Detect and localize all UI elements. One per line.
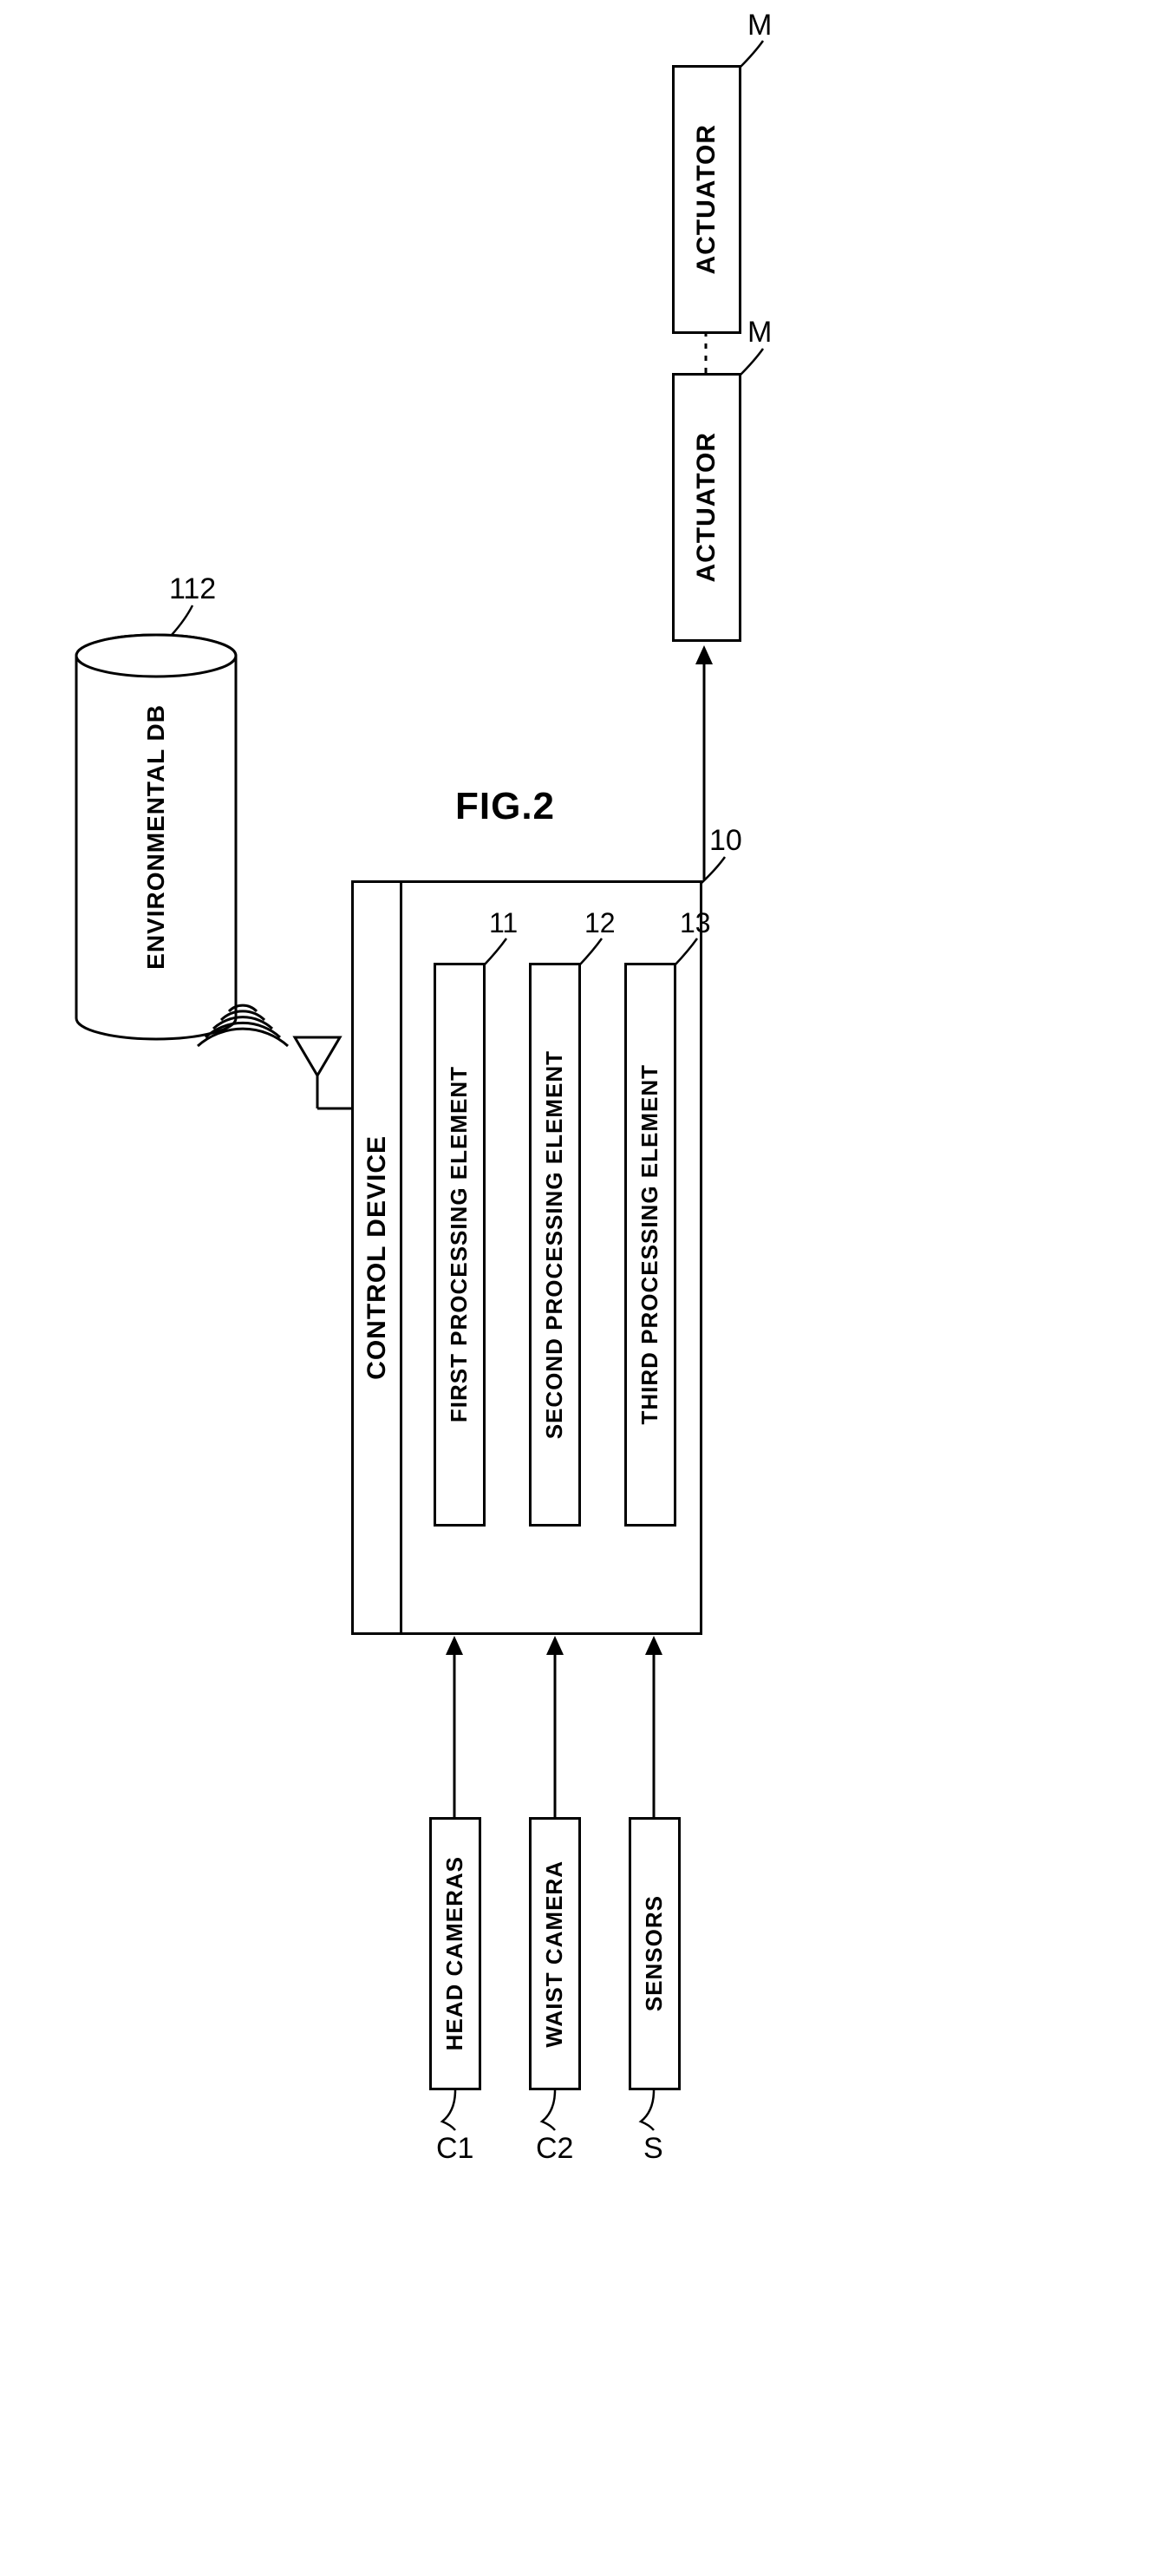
- antenna-icon: [295, 1037, 351, 1108]
- actuator-box-1: ACTUATOR: [672, 373, 741, 642]
- processing-element-3: THIRD PROCESSING ELEMENT: [624, 963, 676, 1527]
- pe2-ref: 12: [584, 907, 616, 939]
- waist-camera-box: WAIST CAMERA: [529, 1817, 581, 2090]
- actuator-2-label: ACTUATOR: [693, 124, 721, 275]
- control-device-title: CONTROL DEVICE: [363, 1135, 391, 1380]
- control-device-ref: 10: [709, 824, 742, 858]
- figure-title: FIG.2: [455, 785, 555, 828]
- db-ref-label: 112: [169, 572, 216, 606]
- actuator-2-ref: M: [747, 9, 772, 42]
- actuator-box-2: ACTUATOR: [672, 65, 741, 334]
- c2-ref: C2: [536, 2132, 573, 2166]
- pe2-label: SECOND PROCESSING ELEMENT: [543, 1050, 566, 1439]
- pe3-label: THIRD PROCESSING ELEMENT: [638, 1064, 662, 1424]
- pe3-ref: 13: [680, 907, 711, 939]
- processing-element-2: SECOND PROCESSING ELEMENT: [529, 963, 581, 1527]
- pe1-ref: 11: [489, 907, 518, 939]
- db-label: ENVIRONMENTAL DB: [143, 704, 168, 970]
- pe1-label: FIRST PROCESSING ELEMENT: [447, 1066, 471, 1422]
- s-ref: S: [643, 2132, 663, 2166]
- actuator-1-label: ACTUATOR: [693, 432, 721, 583]
- c1-ref: C1: [436, 2132, 473, 2166]
- processing-element-1: FIRST PROCESSING ELEMENT: [434, 963, 486, 1527]
- environmental-db: ENVIRONMENTAL DB: [74, 633, 238, 1041]
- head-cameras-label: HEAD CAMERAS: [443, 1856, 467, 2050]
- waist-camera-label: WAIST CAMERA: [543, 1860, 566, 2048]
- sensors-box: SENSORS: [629, 1817, 681, 2090]
- diagram-canvas: FIG.2 ENVIRONMENTAL DB 112 CONTROL DEVIC…: [0, 0, 1168, 2576]
- sensors-label: SENSORS: [643, 1895, 666, 2011]
- actuator-1-ref: M: [747, 316, 772, 350]
- head-cameras-box: HEAD CAMERAS: [429, 1817, 481, 2090]
